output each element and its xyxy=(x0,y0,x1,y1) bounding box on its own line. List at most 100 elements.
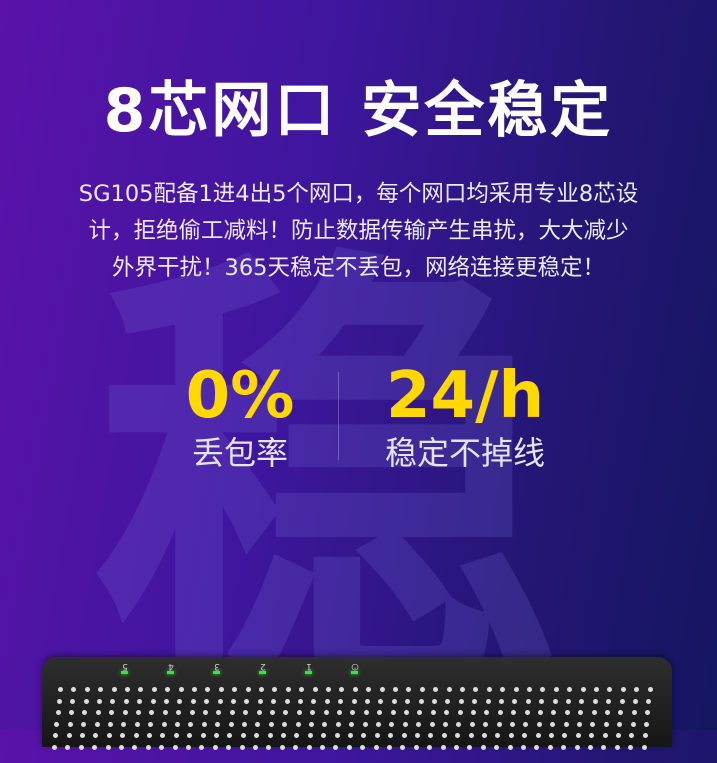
vent-hole xyxy=(257,698,263,704)
vent-hole xyxy=(165,687,171,692)
vent-hole xyxy=(601,744,607,750)
vent-hole xyxy=(617,721,623,727)
vent-hole xyxy=(579,698,585,704)
switch-device-image: 5 4 3 2 1 ⏻ xyxy=(42,657,672,750)
vent-hole xyxy=(65,744,71,750)
vent-hole xyxy=(606,698,612,704)
vent-hole xyxy=(204,698,210,704)
vent-hole xyxy=(534,744,540,750)
led-icon xyxy=(213,671,221,674)
vent-hole xyxy=(496,721,502,727)
vent-hole xyxy=(307,733,313,738)
vent-hole xyxy=(296,710,302,715)
vent-hole xyxy=(469,721,475,727)
vent-hole xyxy=(164,698,169,704)
vent-hole xyxy=(271,698,277,704)
vent-hole xyxy=(618,710,624,715)
vent-hole xyxy=(473,687,479,692)
vent-hole xyxy=(348,733,353,738)
vent-hole xyxy=(539,698,545,704)
vent-hole xyxy=(95,710,101,715)
led-icon xyxy=(351,671,359,674)
vent-hole xyxy=(187,733,193,738)
stat-packet-loss: 0% 丢包率 xyxy=(170,360,310,474)
vent-hole xyxy=(105,744,111,750)
vent-hole xyxy=(299,687,305,692)
vent-hole xyxy=(575,733,581,738)
vent-hole xyxy=(471,710,476,715)
vent-hole xyxy=(631,710,637,715)
vent-hole xyxy=(334,733,340,738)
description: SG105配备1进4出5个网口，每个网口均采用专业8芯设 计，拒绝偷工减料！防止… xyxy=(30,176,687,287)
vent-hole xyxy=(324,698,330,704)
vent-hole xyxy=(189,710,195,715)
vent-hole xyxy=(467,744,473,750)
vent-hole xyxy=(588,744,593,750)
vent-hole xyxy=(119,744,124,750)
vent-hole xyxy=(192,687,197,692)
vent-hole xyxy=(605,710,610,715)
vent-hole xyxy=(242,721,247,727)
vent-hole xyxy=(323,710,329,715)
vent-hole xyxy=(256,710,262,715)
vent-hole xyxy=(633,698,638,704)
vent-hole xyxy=(312,687,318,692)
vent-hole xyxy=(201,721,207,727)
vent-hole xyxy=(538,710,543,715)
vent-hole xyxy=(574,744,580,750)
vent-hole xyxy=(525,698,531,704)
vent-hole xyxy=(212,744,218,750)
vent-hole xyxy=(226,744,232,750)
vent-hole xyxy=(500,687,506,692)
stat-label: 稳定不掉线 xyxy=(384,434,545,472)
vent-hole xyxy=(550,721,556,727)
vent-hole xyxy=(203,710,208,715)
vent-hole xyxy=(402,721,408,727)
vent-hole xyxy=(486,687,492,692)
vent-hole xyxy=(433,687,439,692)
vent-hole xyxy=(427,744,433,750)
vent-hole xyxy=(549,733,554,738)
vent-hole xyxy=(83,698,89,704)
vent-hole xyxy=(485,698,491,704)
vent-hole xyxy=(108,721,113,727)
vent-hole xyxy=(454,744,459,750)
vent-hole xyxy=(71,687,77,692)
vent-hole xyxy=(81,721,87,727)
vent-hole xyxy=(109,710,115,715)
vent-hole xyxy=(388,733,394,738)
vent-hole xyxy=(561,744,567,750)
vent-hole xyxy=(590,721,596,727)
stat-value: 0% xyxy=(185,359,295,433)
vent-hole xyxy=(440,744,446,750)
vent-hole xyxy=(82,710,88,715)
vent-hole xyxy=(603,721,609,727)
vent-hole xyxy=(148,721,154,727)
vent-hole xyxy=(360,744,366,750)
vent-hole xyxy=(267,733,273,738)
vent-hole xyxy=(419,687,425,692)
vent-hole xyxy=(432,698,437,704)
vent-hole xyxy=(647,687,653,692)
vent-hole xyxy=(281,733,286,738)
vent-hole xyxy=(404,710,409,715)
vent-hole xyxy=(254,733,260,738)
vent-hole xyxy=(376,721,381,727)
vent-hole xyxy=(484,710,490,715)
vent-hole xyxy=(524,710,530,715)
vent-hole xyxy=(125,687,130,692)
vent-hole xyxy=(188,721,194,727)
vent-hole xyxy=(229,710,235,715)
vent-hole xyxy=(110,698,116,704)
page-title: 8芯网口 安全稳定 xyxy=(103,76,614,146)
vent-hole xyxy=(591,710,597,715)
port-3: 3 xyxy=(194,661,240,677)
vent-hole xyxy=(190,698,196,704)
vent-hole xyxy=(361,733,367,738)
vent-hole xyxy=(510,721,515,727)
vent-hole xyxy=(441,733,447,738)
vent-hole xyxy=(446,687,452,692)
vent-hole xyxy=(366,687,372,692)
vent-hole xyxy=(483,721,489,727)
vent-hole xyxy=(577,721,582,727)
